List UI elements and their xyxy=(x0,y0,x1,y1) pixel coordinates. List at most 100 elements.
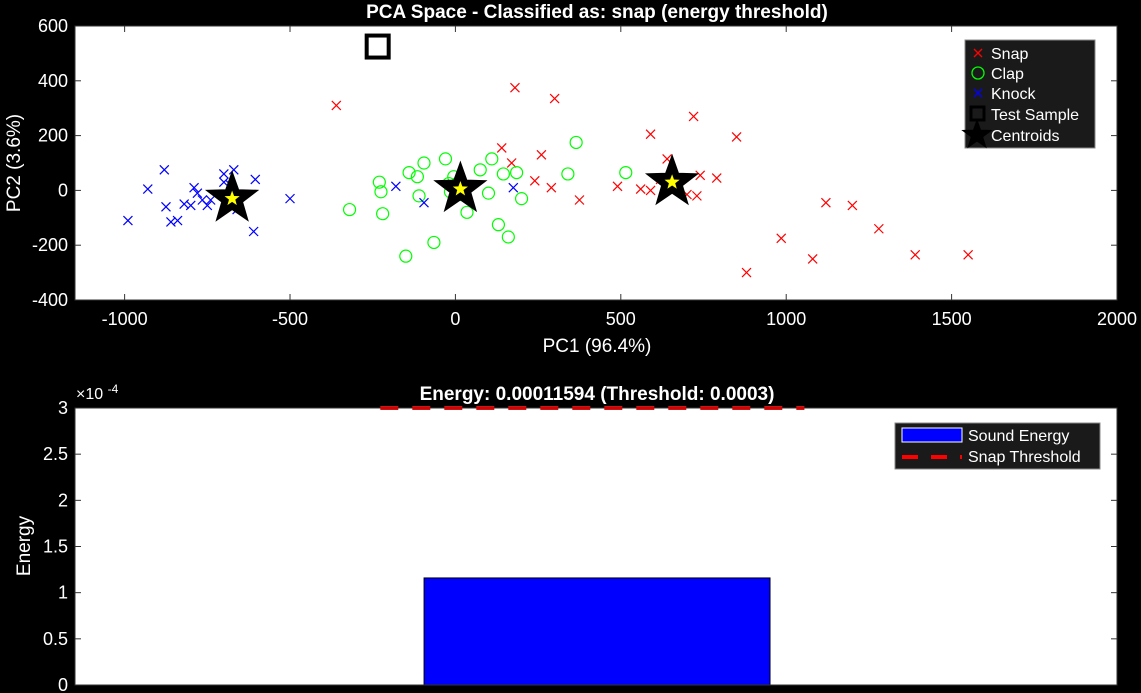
energy-y-tick-label: 1.5 xyxy=(43,537,68,557)
clap-point xyxy=(485,152,499,166)
knock-point xyxy=(161,201,171,212)
legend-test-sample-label: Test Sample xyxy=(991,107,1079,124)
pca-x-axis-label: PC1 (96.4%) xyxy=(543,336,652,357)
snap-point xyxy=(506,158,517,168)
snap-point xyxy=(645,129,656,140)
test-sample-point xyxy=(364,33,391,60)
snap-point xyxy=(574,195,585,205)
snap-point xyxy=(820,197,831,208)
energy-y-tick-label: 0.5 xyxy=(43,629,68,649)
clap-point xyxy=(473,163,487,177)
snap-point xyxy=(510,82,520,93)
knock-point xyxy=(228,164,239,175)
knock-point xyxy=(185,200,196,211)
legend-clap-marker-icon xyxy=(971,66,985,80)
clap-point xyxy=(417,156,431,170)
pca-axes-background xyxy=(75,26,1117,300)
knock-point xyxy=(192,188,203,199)
pca-legend: Snap Clap Knock Test Sample Centroids xyxy=(961,39,1096,149)
clap-point xyxy=(619,165,633,180)
clap-point xyxy=(372,175,386,189)
clap-point xyxy=(410,170,424,184)
energy-y-tick-label: 0 xyxy=(58,675,68,693)
snap-point xyxy=(635,184,646,194)
pca-y-tick-label: 600 xyxy=(38,16,68,36)
snap-point xyxy=(910,249,921,260)
svg-text:×10 -4: ×10 -4 xyxy=(76,382,119,403)
knock-point xyxy=(159,164,170,175)
energy-y-tick-label: 2.5 xyxy=(43,444,68,464)
legend-sound-energy-swatch xyxy=(901,427,963,443)
snap-point xyxy=(807,253,818,264)
pca-x-tick-label: -500 xyxy=(272,309,308,329)
legend-clap-label: Clap xyxy=(991,66,1024,83)
clap-point xyxy=(399,249,413,263)
clap-point xyxy=(510,165,524,180)
clap-point xyxy=(496,167,510,181)
snap-point xyxy=(546,182,557,193)
energy-exponent-label: ×10 -4 xyxy=(76,382,119,403)
pca-y-tick-label: -400 xyxy=(32,290,68,310)
centroid-point xyxy=(644,153,700,206)
legend-snap-label: Snap xyxy=(991,46,1028,63)
energy-title: Energy: 0.00011594 (Threshold: 0.0003) xyxy=(420,384,775,405)
snap-point xyxy=(963,249,974,260)
energy-legend: Sound Energy Snap Threshold xyxy=(894,422,1101,470)
knock-point xyxy=(248,226,259,237)
snap-point xyxy=(711,173,722,183)
knock-point xyxy=(218,169,229,179)
snap-point xyxy=(612,181,623,192)
clap-point xyxy=(514,192,529,206)
pca-x-tick-label: 2000 xyxy=(1097,309,1137,329)
energy-y-tick-label: 3 xyxy=(58,398,68,418)
clap-point xyxy=(412,189,426,203)
knock-point xyxy=(508,182,519,193)
knock-point xyxy=(202,200,213,211)
clap-point xyxy=(427,235,441,250)
legend-centroids-label: Centroids xyxy=(991,128,1059,145)
snap-point xyxy=(688,111,699,122)
energy-ticks: 0 0.5 1 1.5 2 2.5 3 xyxy=(43,398,1117,693)
clap-point xyxy=(374,185,388,199)
energy-y-tick-label: 2 xyxy=(58,490,68,510)
pca-title: PCA Space - Classified as: snap (energy … xyxy=(366,2,828,23)
clap-point xyxy=(491,218,506,232)
energy-y-axis-label: Energy xyxy=(14,515,35,576)
snap-point xyxy=(873,223,884,234)
snap-point xyxy=(645,185,656,196)
clap-point xyxy=(376,207,390,221)
snap-point xyxy=(741,267,752,278)
clap-point xyxy=(501,230,515,244)
clap-point xyxy=(569,135,583,150)
snap-point xyxy=(847,200,858,211)
snap-point xyxy=(549,93,560,104)
snap-point xyxy=(496,143,507,153)
knock-point xyxy=(123,215,133,226)
energy-plot: 0 0.5 1 1.5 2 2.5 3 Energy: 0.00011594 (Thresh… xyxy=(14,382,1118,693)
pca-x-tick-label: 0 xyxy=(450,309,460,329)
legend-sound-energy-label: Sound Energy xyxy=(968,428,1069,445)
snap-point xyxy=(331,100,342,111)
pca-y-tick-label: 400 xyxy=(38,71,68,91)
pca-x-tick-label: 1500 xyxy=(932,309,972,329)
snap-point xyxy=(529,175,540,186)
pca-x-tick-label: 500 xyxy=(606,309,636,329)
energy-marks xyxy=(380,406,805,686)
knock-point xyxy=(285,193,295,204)
energy-legend-box xyxy=(894,422,1101,470)
pca-points xyxy=(123,33,974,278)
knock-point xyxy=(390,181,401,192)
knock-point xyxy=(250,174,261,185)
knock-point xyxy=(419,197,429,208)
pca-y-tick-label: 0 xyxy=(58,180,68,200)
snap-point xyxy=(695,170,706,181)
pca-ticks: -1000 -500 0 500 1000 1500 2000 -400 -200 0 200 400… xyxy=(32,16,1137,329)
legend-snap-marker-icon xyxy=(973,48,983,58)
pca-plot: -1000 -500 0 500 1000 1500 2000 -400 -200 0 200 400… xyxy=(4,2,1137,357)
pca-y-axis-label: PC2 (3.6%) xyxy=(4,114,25,212)
knock-point xyxy=(142,184,153,194)
clap-point xyxy=(481,186,496,200)
knock-point xyxy=(189,182,200,193)
pca-x-tick-label: -1000 xyxy=(102,309,148,329)
